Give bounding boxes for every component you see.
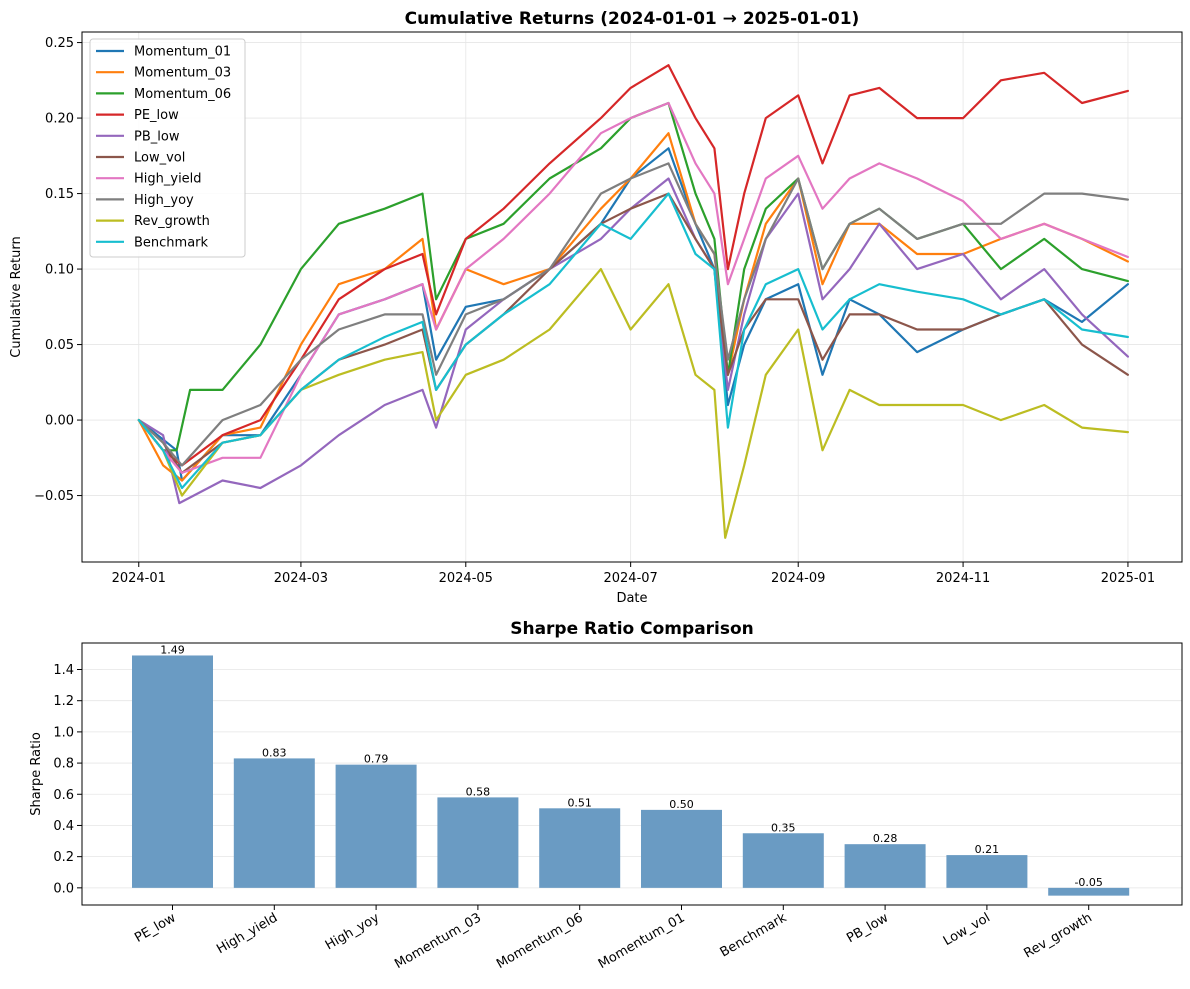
line-chart-y-tick-label: 0.05 <box>45 338 74 353</box>
bar-chart-y-tick-label: 1.4 <box>53 663 74 678</box>
line-chart-y-tick-label: −0.05 <box>34 489 74 504</box>
bar-value-label: 1.49 <box>160 643 185 656</box>
line-chart-x-tick-label: 2024-07 <box>603 571 657 586</box>
legend-label: High_yield <box>134 172 202 187</box>
bar-chart-y-tick-label: 1.0 <box>53 725 74 740</box>
line-chart-x-tick-label: 2024-01 <box>112 571 166 586</box>
bar-value-label: 0.79 <box>364 753 389 766</box>
bar-value-label: 0.35 <box>771 821 796 834</box>
bar-value-label: 0.21 <box>975 843 1000 856</box>
series-line-pb-low <box>137 177 1130 505</box>
line-chart-x-tick-label: 2024-09 <box>771 571 825 586</box>
legend-label: Momentum_01 <box>134 45 231 60</box>
legend-label: High_yoy <box>134 193 194 208</box>
bar-momentum-06 <box>539 808 621 888</box>
bar-high-yoy <box>335 764 417 888</box>
bar-chart-bars: 1.49 0.83 0.79 0.58 0.51 0.50 0.35 0.28 0.21 -0.0… <box>132 643 1130 896</box>
legend-label: PE_low <box>134 108 179 123</box>
bar-chart-frame <box>81 642 1183 906</box>
line-chart-series <box>137 64 1130 539</box>
bar-value-label: 0.83 <box>262 746 287 759</box>
series-line-momentum-03 <box>137 132 1130 482</box>
bar-low-vol <box>946 855 1028 888</box>
line-chart-y-ticks: −0.05 0.00 0.05 0.10 0.15 0.20 0.25 <box>34 36 82 504</box>
bar-chart-y-tick-label: 0.0 <box>53 881 74 896</box>
cumulative-returns-chart: Cumulative Returns (2024-01-01 → 2025-01… <box>9 9 1183 606</box>
series-line-high-yield <box>137 101 1130 474</box>
legend-label: Benchmark <box>134 235 209 250</box>
legend-label: PB_low <box>134 129 180 144</box>
bar-pe-low <box>132 655 213 888</box>
bar-value-label: 0.50 <box>669 798 694 811</box>
line-chart-x-tick-label: 2025-01 <box>1101 571 1155 586</box>
line-chart-y-tick-label: 0.15 <box>45 187 74 202</box>
bar-chart-y-ticks: 0.0 0.2 0.4 0.6 0.8 1.0 1.2 1.4 <box>53 663 82 896</box>
line-chart-title: Cumulative Returns (2024-01-01 → 2025-01… <box>405 9 860 29</box>
bar-chart-y-tick-label: 0.6 <box>53 788 74 803</box>
bar-chart-title: Sharpe Ratio Comparison <box>510 619 754 639</box>
legend-label: Low_vol <box>134 151 185 166</box>
bar-rev-growth <box>1048 887 1130 896</box>
bar-value-label: 0.58 <box>466 785 491 798</box>
line-chart-y-tick-label: 0.00 <box>45 414 74 429</box>
line-chart-x-ticks: 2024-01 2024-03 2024-05 2024-07 2024-09 2024-… <box>112 562 1155 586</box>
bar-chart-y-axis-label: Sharpe Ratio <box>29 732 44 816</box>
bar-momentum-03 <box>437 797 519 888</box>
line-chart-x-tick-label: 2024-05 <box>439 571 493 586</box>
bar-benchmark <box>742 833 824 888</box>
series-line-benchmark <box>137 192 1130 490</box>
line-chart-y-axis-label: Cumulative Return <box>9 236 24 357</box>
line-chart-x-tick-label: 2024-03 <box>274 571 328 586</box>
series-line-high-yoy <box>137 162 1130 467</box>
legend-box <box>89 38 246 258</box>
line-chart-frame <box>81 31 1183 563</box>
bar-high-yield <box>233 758 315 888</box>
legend-label: Rev_growth <box>134 214 210 229</box>
bar-momentum-01 <box>641 809 722 888</box>
bar-value-label: 0.28 <box>873 832 898 845</box>
bar-value-label: -0.05 <box>1074 876 1102 889</box>
bar-chart-y-tick-label: 1.2 <box>53 694 74 709</box>
bar-chart-y-tick-label: 0.4 <box>53 819 74 834</box>
bar-chart-y-tick-label: 0.8 <box>53 757 74 772</box>
legend-label: Momentum_06 <box>134 87 231 102</box>
bar-value-label: 0.51 <box>567 796 592 809</box>
bar-pb-low <box>844 844 926 888</box>
line-chart-y-tick-label: 0.25 <box>45 36 74 51</box>
line-chart-legend: Momentum_01 Momentum_03 Momentum_06 PE_low P… <box>89 38 246 258</box>
bar-chart-y-tick-label: 0.2 <box>53 850 74 865</box>
line-chart-y-tick-label: 0.20 <box>45 112 74 127</box>
legend-label: Momentum_03 <box>134 66 231 81</box>
line-chart-x-axis-label: Date <box>616 591 647 606</box>
line-chart-y-tick-label: 0.10 <box>45 263 74 278</box>
line-chart-x-tick-label: 2024-11 <box>936 571 990 586</box>
